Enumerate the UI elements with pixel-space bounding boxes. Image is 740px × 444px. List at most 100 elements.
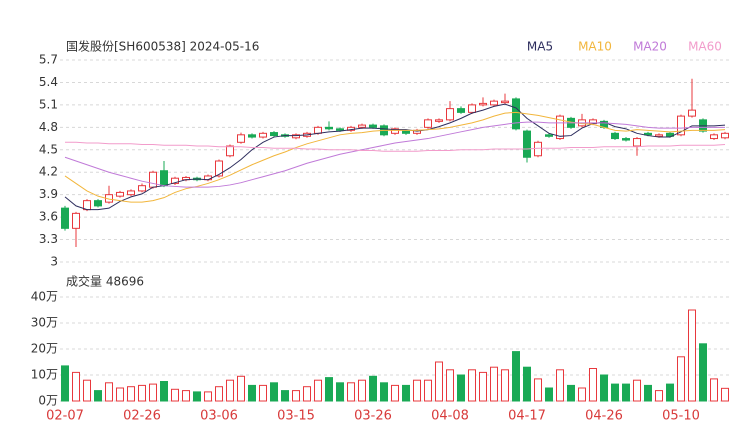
ma-line: [64, 111, 726, 203]
volume-bar: [435, 361, 443, 402]
volume-bar: [534, 378, 542, 402]
candle-body: [336, 128, 344, 131]
candle-body: [270, 132, 278, 137]
candle-body: [160, 170, 168, 187]
volume-bar: [600, 374, 608, 402]
volume-bar: [501, 369, 509, 402]
volume-bar: [391, 384, 399, 402]
volume-bar: [259, 384, 267, 402]
volume-bar: [336, 382, 344, 402]
volume-bar: [468, 369, 476, 402]
x-tick-label: 03-06: [200, 409, 238, 424]
candle-body: [325, 126, 333, 130]
candle-body: [457, 108, 465, 113]
x-tick-label: 04-26: [585, 409, 623, 424]
volume-bar: [281, 390, 289, 402]
volume-bar: [358, 379, 366, 402]
volume-bar: [149, 383, 157, 402]
volume-bar: [677, 356, 685, 402]
legend-label: MA60: [688, 40, 722, 54]
candle-body: [721, 132, 729, 139]
volume-bar: [72, 371, 80, 402]
candle-body: [138, 185, 146, 192]
volume-bar: [710, 378, 718, 402]
volume-bar: [61, 365, 69, 402]
volume-bar: [105, 382, 113, 402]
candle-body: [358, 124, 366, 128]
y-tick-label: 30万: [31, 316, 58, 330]
volume-bar: [413, 379, 421, 402]
volume-bar: [611, 383, 619, 402]
volume-bar: [457, 374, 465, 402]
volume-bar: [655, 390, 663, 402]
volume-bar: [303, 386, 311, 402]
volume-bar: [556, 369, 564, 402]
y-tick-label: 40万: [31, 290, 58, 304]
volume-bar: [116, 387, 124, 402]
volume-bar: [325, 377, 333, 402]
volume-bar: [94, 390, 102, 402]
ma-line: [65, 141, 726, 152]
y-tick-label: 3.9: [39, 187, 58, 201]
candle-body: [523, 130, 531, 158]
volume-bar: [402, 384, 410, 402]
volume-bar: [380, 382, 388, 402]
candle-body: [226, 145, 234, 157]
chart-title: 国发股份[SH600538] 2024-05-16: [66, 39, 259, 54]
candle-body: [534, 141, 542, 157]
volume-bar: [237, 375, 245, 402]
volume-bar: [545, 387, 553, 402]
volume-bar: [479, 371, 487, 402]
y-tick-label: 5.4: [39, 75, 58, 89]
y-tick-label: 5.1: [39, 97, 58, 111]
y-tick-label: 4.8: [39, 120, 58, 134]
candle-body: [622, 138, 630, 141]
candle-body: [424, 119, 432, 128]
y-tick-label: 4.5: [39, 142, 58, 156]
candle-body: [369, 124, 377, 128]
x-tick-label: 02-07: [46, 409, 84, 424]
candle-body: [248, 134, 256, 138]
y-tick-label: 10万: [31, 368, 58, 382]
candle-body: [512, 98, 520, 130]
volume-bar: [644, 384, 652, 402]
volume-bar: [699, 343, 707, 402]
volume-bar: [688, 309, 696, 402]
volume-bar: [512, 351, 520, 402]
y-tick-label: 20万: [31, 342, 58, 356]
candle-body: [501, 100, 509, 104]
volume-bar: [160, 381, 168, 402]
candle-body: [292, 134, 300, 139]
volume-bar: [490, 366, 498, 402]
volume-bar: [666, 383, 674, 402]
y-tick-label: 5.7: [39, 53, 58, 67]
volume-bar: [424, 379, 432, 402]
candle-body: [94, 200, 102, 207]
y-tick-label: 3.3: [39, 232, 58, 246]
candle-body: [72, 212, 80, 229]
candle-body: [314, 126, 322, 134]
volume-title: 成交量 48696: [66, 274, 144, 289]
volume-bar: [292, 390, 300, 402]
candle-body: [545, 134, 553, 137]
candle-body: [127, 190, 135, 196]
candle-body: [149, 171, 157, 188]
candle-body: [655, 134, 663, 137]
x-tick-label: 02-26: [123, 409, 161, 424]
candle-body: [116, 191, 124, 197]
volume-bar: [633, 379, 641, 402]
volume-bar: [215, 386, 223, 402]
volume-bar: [171, 388, 179, 402]
candle-body: [215, 160, 223, 177]
ma-line: [64, 103, 726, 211]
x-tick-label: 04-17: [508, 409, 546, 424]
x-tick-label: 03-26: [354, 409, 392, 424]
volume-bar: [314, 379, 322, 402]
candle-body: [391, 128, 399, 134]
legend-label: MA20: [633, 40, 667, 54]
x-tick-label: 04-08: [431, 409, 469, 424]
volume-bar: [622, 383, 630, 402]
volume-bar: [721, 387, 729, 402]
volume-bar: [182, 390, 190, 402]
